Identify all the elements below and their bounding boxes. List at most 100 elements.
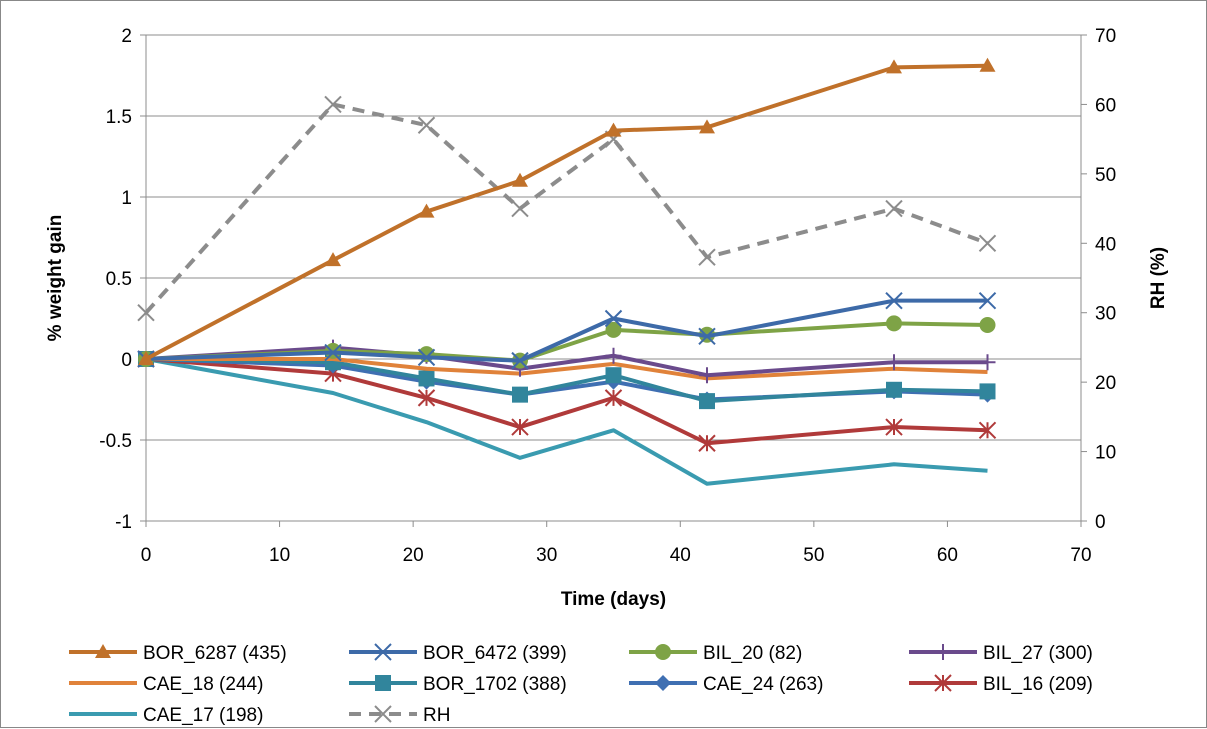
y2-tick-label: 10 [1095,443,1116,464]
triangle-marker [95,644,111,658]
triangle-marker [325,252,341,267]
series-rh [137,95,997,322]
triangle-marker [512,172,528,187]
asterisk-marker [698,434,716,452]
x-marker [417,116,436,134]
legend: BOR_6287 (435) BOR_6472 (399) BIL_20 (82) B… [69,643,1093,726]
circle-marker [605,321,622,338]
series-line [145,357,988,446]
diamond-marker [655,675,671,691]
legend-label: BOR_1702 (388) [423,674,567,695]
x-marker [885,291,903,310]
square-marker [418,370,435,387]
legend-label: CAE_18 (244) [143,674,263,695]
series-bor-6472 [137,291,997,370]
x-marker [511,351,529,370]
series-line [145,357,988,486]
x-marker [417,348,436,367]
legend-item: RH [349,705,450,726]
series-cae-17 [145,357,988,486]
series-line [145,63,988,361]
legend-item: BIL_16 (209) [909,674,1093,695]
circle-marker [418,346,435,363]
x-marker [374,705,392,723]
x-tick-label: 50 [803,545,824,566]
asterisk-marker [885,418,903,436]
y2-tick-label: 30 [1095,304,1116,325]
legend-item: BOR_1702 (388) [349,674,567,695]
y-tick-label: -0.5 [99,431,132,452]
triangle-marker [605,122,622,137]
legend-label: CAE_17 (198) [143,705,263,726]
x-marker [324,343,342,362]
series-line [146,357,988,381]
asterisk-marker [417,389,436,407]
y2-tick-label: 0 [1095,512,1106,533]
legend-item: BIL_27 (300) [909,643,1093,664]
x-tick-label: 40 [670,545,691,566]
x-marker [137,304,155,322]
plus-marker [699,367,715,384]
series-line [144,102,989,315]
x-tick-label: 0 [141,545,152,566]
grid-lines [146,34,1081,522]
legend-label: BOR_6287 (435) [143,643,287,664]
asterisk-marker [604,389,623,407]
square-marker [375,675,391,691]
x-tick-label: 30 [536,545,557,566]
plus-marker [886,354,902,371]
legend-label: BIL_27 (300) [983,643,1093,664]
x-tick-label: 60 [937,545,958,566]
y2-tick-label: 60 [1095,95,1116,116]
series-line [145,357,988,404]
x-marker [374,643,392,661]
legend-item: BIL_20 (82) [629,643,802,664]
circle-marker [655,644,671,660]
x-tick-label: 70 [1070,545,1091,566]
series-line [145,298,988,363]
circle-marker [979,316,996,333]
legend-item: CAE_18 (244) [69,674,263,695]
circle-marker [886,315,902,332]
y2-tick-label: 20 [1095,373,1116,394]
x-tick-label: 20 [403,545,424,566]
plus-marker [935,644,951,660]
legend-label: BOR_6472 (399) [423,643,567,664]
series-line [145,345,988,378]
legend-label: RH [423,705,450,726]
square-marker [979,383,996,400]
y-tick-label: 1 [121,188,132,209]
y-tick-label: 1.5 [106,107,132,128]
y2-tick-label: 50 [1095,165,1116,186]
legend-item: BOR_6287 (435) [69,643,287,664]
x-marker [698,248,716,266]
legend-item: CAE_24 (263) [629,674,823,695]
asterisk-marker [934,674,952,692]
y2-tick-label: 70 [1095,26,1116,47]
asterisk-marker [511,418,529,436]
square-marker [886,381,902,398]
legend-item: BOR_6472 (399) [349,643,567,664]
x-marker [324,95,342,114]
series-bor-6287 [138,57,996,365]
square-marker [605,367,622,384]
y2-axis-title: RH (%) [1148,247,1169,309]
triangle-marker [699,119,715,134]
plus-marker [605,347,622,364]
legend-label: CAE_24 (263) [703,674,823,695]
square-marker [512,386,528,403]
legend-item: CAE_17 (198) [69,705,263,726]
x-axis-title: Time (days) [561,589,666,610]
x-marker [698,327,716,346]
x-marker [604,309,623,328]
x-tick-label: 10 [269,545,290,566]
y-tick-label: 0.5 [106,269,132,290]
series-lines [137,57,997,486]
asterisk-marker [978,421,997,439]
triangle-marker [418,203,435,218]
y-axis-title: % weight gain [45,215,66,342]
x-marker [978,234,997,252]
